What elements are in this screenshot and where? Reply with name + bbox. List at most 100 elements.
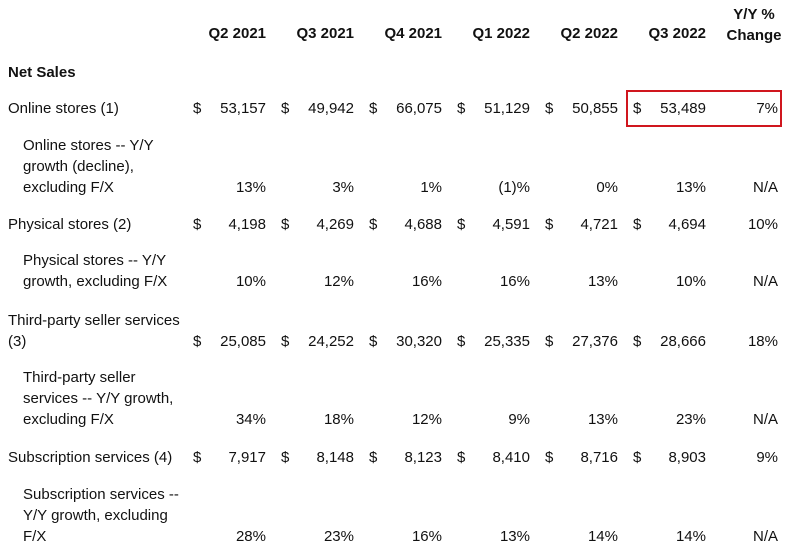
amount: 8,716 xyxy=(580,449,618,466)
amount: 50,855 xyxy=(572,100,618,117)
amount: 27,376 xyxy=(572,333,618,350)
money-cell: $25,335 xyxy=(454,292,542,352)
money-cell: $8,148 xyxy=(278,430,366,468)
money-cell: $8,123 xyxy=(366,430,454,468)
percent-cell: 14% xyxy=(587,528,618,545)
amount: 4,688 xyxy=(404,216,442,233)
money: $53,157 xyxy=(190,98,278,119)
money-cell: $4,694 xyxy=(630,198,718,242)
money-cell: $66,075 xyxy=(366,90,454,126)
money: $24,252 xyxy=(278,331,366,352)
percent-cell: (1)% xyxy=(498,179,530,196)
percent-cell: 16% xyxy=(411,528,442,545)
data-row: Online stores -- Y/Y growth (decline), e… xyxy=(0,126,790,198)
data-row: Physical stores (2) $4,198 $4,269 $4,688 $4,… xyxy=(0,198,790,242)
currency: $ xyxy=(633,100,642,117)
currency: $ xyxy=(193,449,202,466)
change-cell: 10% xyxy=(747,216,778,233)
corner xyxy=(0,0,190,48)
money: $4,688 xyxy=(366,214,454,235)
amount: 7,917 xyxy=(228,449,266,466)
money: $25,335 xyxy=(454,331,542,352)
section-row: Net Sales xyxy=(0,48,790,90)
column-header: Q2 2022 xyxy=(560,25,618,42)
header-row: Q2 2021 Q3 2021 Q4 2021 Q1 2022 Q2 2022 Q3 20… xyxy=(0,0,790,48)
data-row: Online stores (1) $53,157 $49,942 $66,075 $5… xyxy=(0,90,790,126)
change-cell: 9% xyxy=(756,449,778,466)
money-cell: $51,129 xyxy=(454,90,542,126)
money-cell: $24,252 xyxy=(278,292,366,352)
percent-cell: 13% xyxy=(587,273,618,290)
percent-cell: 13% xyxy=(587,411,618,428)
amount: 30,320 xyxy=(396,333,442,350)
percent-cell: 18% xyxy=(323,411,354,428)
currency: $ xyxy=(633,216,642,233)
money-cell: $53,489 xyxy=(630,90,718,126)
money-cell: $50,855 xyxy=(542,90,630,126)
change-cell: N/A xyxy=(752,528,778,545)
currency: $ xyxy=(545,216,554,233)
percent-cell: 12% xyxy=(411,411,442,428)
change-cell: N/A xyxy=(752,273,778,290)
money-cell: $7,917 xyxy=(190,430,278,468)
money: $53,489 xyxy=(630,98,718,119)
money-cell: $4,269 xyxy=(278,198,366,242)
percent-cell: 1% xyxy=(420,179,442,196)
percent-cell: 14% xyxy=(675,528,706,545)
row-label: Subscription services (4) xyxy=(8,449,173,466)
money-cell: $4,198 xyxy=(190,198,278,242)
amount: 4,721 xyxy=(580,216,618,233)
money: $4,198 xyxy=(190,214,278,235)
change-cell: N/A xyxy=(752,179,778,196)
row-label: Online stores -- Y/Y growth (decline), e… xyxy=(23,137,154,196)
percent-cell: 28% xyxy=(235,528,266,545)
money-cell: $8,410 xyxy=(454,430,542,468)
currency: $ xyxy=(281,449,290,466)
money-cell: $25,085 xyxy=(190,292,278,352)
column-header: Q3 2021 xyxy=(296,25,354,42)
money-cell: $8,716 xyxy=(542,430,630,468)
amount: 51,129 xyxy=(484,100,530,117)
row-label: Third-party seller services -- Y/Y growt… xyxy=(23,369,174,428)
amount: 4,694 xyxy=(668,216,706,233)
money: $50,855 xyxy=(542,98,630,119)
column-header: Q2 2021 xyxy=(208,25,266,42)
money: $49,942 xyxy=(278,98,366,119)
money: $27,376 xyxy=(542,331,630,352)
money: $8,903 xyxy=(630,447,718,468)
amount: 25,085 xyxy=(220,333,266,350)
amount: 4,269 xyxy=(316,216,354,233)
percent-cell: 9% xyxy=(508,411,530,428)
money-cell: $8,903 xyxy=(630,430,718,468)
percent-cell: 10% xyxy=(675,273,706,290)
section-title: Net Sales xyxy=(8,64,76,81)
currency: $ xyxy=(633,449,642,466)
percent-cell: 0% xyxy=(596,179,618,196)
currency: $ xyxy=(545,100,554,117)
money: $28,666 xyxy=(630,331,718,352)
data-row: Third-party seller services (3) $25,085 $2… xyxy=(0,292,790,352)
money: $25,085 xyxy=(190,331,278,352)
data-row: Physical stores -- Y/Y growth, excluding… xyxy=(0,242,790,292)
money-cell: $4,721 xyxy=(542,198,630,242)
data-row: Subscription services -- Y/Y growth, exc… xyxy=(0,468,790,547)
column-header: Q4 2021 xyxy=(384,25,442,42)
percent-cell: 13% xyxy=(675,179,706,196)
money-cell: $49,942 xyxy=(278,90,366,126)
percent-cell: 16% xyxy=(499,273,530,290)
currency: $ xyxy=(369,449,378,466)
money-cell: $27,376 xyxy=(542,292,630,352)
amount: 8,123 xyxy=(404,449,442,466)
amount: 4,591 xyxy=(492,216,530,233)
amount: 8,410 xyxy=(492,449,530,466)
amount: 28,666 xyxy=(660,333,706,350)
money: $8,148 xyxy=(278,447,366,468)
data-row: Subscription services (4) $7,917 $8,148 $8,… xyxy=(0,430,790,468)
currency: $ xyxy=(457,216,466,233)
row-label: Subscription services -- Y/Y growth, exc… xyxy=(23,486,179,545)
percent-cell: 12% xyxy=(323,273,354,290)
amount: 49,942 xyxy=(308,100,354,117)
row-label: Physical stores (2) xyxy=(8,216,132,233)
